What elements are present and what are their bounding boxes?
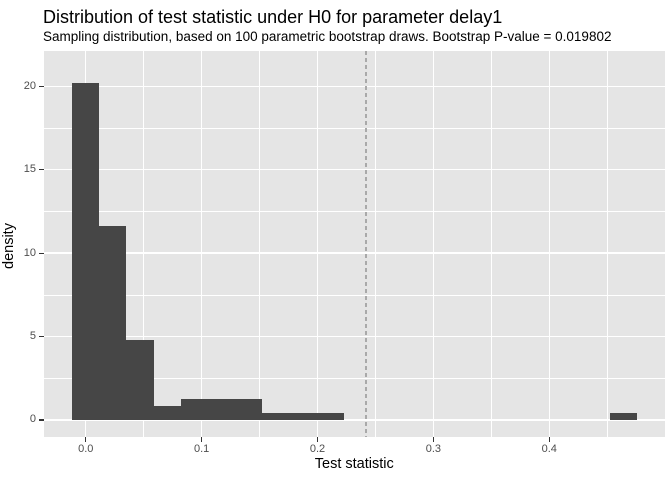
y-tick-label: 0 — [29, 413, 36, 426]
y-tick-mark — [39, 169, 44, 171]
y-major-gridline — [43, 252, 665, 254]
x-tick-mark — [432, 437, 434, 442]
x-minor-gridline — [375, 51, 376, 437]
histogram-bar — [99, 226, 127, 420]
x-minor-gridline — [259, 51, 260, 437]
histogram-bar — [180, 399, 209, 420]
x-tick-label: 0.2 — [309, 443, 326, 455]
y-tick-mark — [39, 85, 44, 87]
chart-title: Distribution of test statistic under H0 … — [43, 7, 503, 27]
x-tick-mark — [548, 437, 550, 442]
y-major-gridline — [43, 169, 665, 171]
y-tick-mark — [39, 419, 44, 421]
y-tick-mark — [39, 252, 44, 254]
observed-statistic-vline — [365, 51, 367, 437]
x-major-gridline — [316, 51, 319, 437]
histogram-bar — [235, 399, 263, 420]
chart-subtitle: Sampling distribution, based on 100 para… — [43, 29, 612, 44]
x-tick-label: 0.1 — [193, 443, 210, 455]
histogram-bar — [71, 83, 100, 420]
x-tick-label: 0.4 — [541, 443, 557, 455]
x-tick-mark — [316, 437, 319, 442]
y-tick-label: 20 — [23, 79, 36, 92]
histogram-bar — [208, 399, 236, 420]
y-major-gridline — [43, 419, 665, 421]
x-major-gridline — [432, 51, 435, 437]
histogram-bar — [316, 413, 345, 420]
plot-panel — [43, 51, 665, 437]
x-tick-mark — [201, 437, 203, 442]
y-minor-gridline — [43, 377, 665, 379]
y-tick-mark — [39, 336, 44, 338]
x-tick-mark — [85, 437, 87, 442]
histogram-bar — [610, 413, 638, 420]
x-major-gridline — [548, 51, 550, 437]
x-major-gridline — [200, 51, 203, 437]
x-minor-gridline — [490, 51, 492, 437]
y-minor-gridline — [43, 294, 665, 296]
y-major-gridline — [43, 85, 665, 88]
y-major-gridline — [43, 335, 665, 338]
x-tick-label: 0.3 — [425, 443, 442, 455]
histogram-bar — [262, 413, 290, 420]
histogram-bar — [153, 405, 181, 420]
x-tick-label: 0.0 — [78, 443, 94, 455]
y-minor-gridline — [43, 127, 665, 129]
y-tick-label: 5 — [29, 330, 36, 343]
y-axis-title: density — [1, 223, 17, 269]
histogram-bar — [126, 339, 154, 420]
y-minor-gridline — [43, 211, 665, 212]
x-minor-gridline — [606, 51, 608, 437]
histogram-bar — [289, 413, 317, 420]
x-minor-gridline — [143, 51, 145, 437]
x-axis-title: Test statistic — [314, 456, 394, 472]
y-tick-label: 15 — [23, 163, 36, 176]
y-tick-label: 10 — [23, 246, 36, 259]
